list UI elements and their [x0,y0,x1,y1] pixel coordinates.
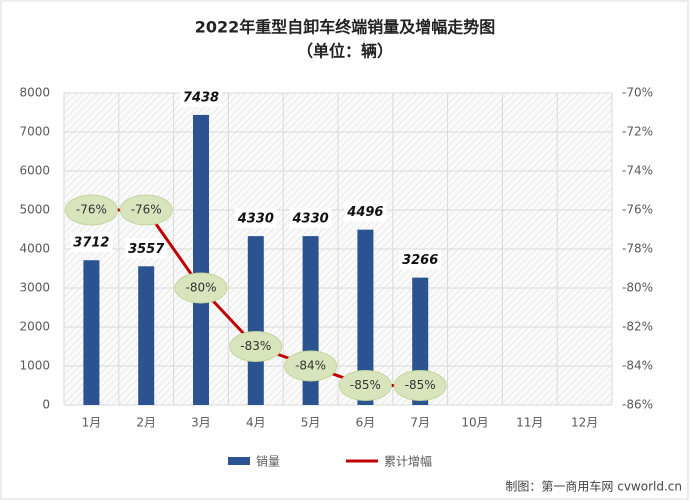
line-label: -85% [405,378,436,392]
chart-title: 2022年重型自卸车终端销量及增幅走势图 [195,18,496,37]
label-bubble [174,272,228,304]
bar-label: 7438 [183,90,219,105]
y-tick-label: 5000 [19,203,50,217]
label-bubble [119,194,173,226]
bar [83,260,100,405]
y2-tick-label: -74% [622,164,653,178]
y-tick-label: 6000 [19,164,50,178]
x-tick-label: 7月 [410,416,430,430]
y-tick-label: 0 [42,398,50,412]
label-bubble [64,194,118,226]
bar-label-box [180,86,222,107]
label-bubble [284,350,338,382]
y-tick-label: 7000 [19,125,50,139]
y2-tick-label: -82% [622,320,653,334]
line-label: -83% [240,339,271,353]
x-tick-label: 4月 [246,416,266,430]
x-tick-label: 2月 [136,416,156,430]
bar-label: 4330 [292,212,329,227]
bar-label: 3557 [128,242,165,257]
line-label: -85% [350,378,381,392]
bar-label-box [125,238,168,259]
y2-tick-label: -84% [622,359,653,373]
bar-label-box [234,208,277,229]
y-tick-label: 4000 [19,242,50,256]
bar [138,266,155,405]
legend-label: 累计增幅 [384,454,432,469]
x-tick-label: 6月 [356,416,376,430]
y-tick-label: 3000 [19,281,50,295]
legend-swatch [228,457,250,465]
label-bubble [229,331,283,362]
x-tick-label: 3月 [191,416,211,430]
x-tick-label: 12月 [571,416,598,430]
label-bubble [393,370,447,401]
legend-label: 销量 [256,455,280,469]
bar-label-box [344,201,387,222]
x-tick-label: 10月 [461,416,488,430]
y2-tick-label: -86% [622,398,653,412]
bar [247,236,264,405]
chart-subtitle: （单位：辆） [297,42,393,61]
x-tick-label: 1月 [82,416,102,430]
y-tick-label: 8000 [19,86,50,100]
y-tick-label: 1000 [19,359,50,373]
bar-label-box [289,208,332,229]
bar [193,114,209,405]
x-tick-label: 5月 [301,416,321,430]
x-tick-label: 11月 [516,416,543,430]
y-tick-label: 2000 [19,320,50,334]
bar-label: 3266 [402,253,438,268]
bar-label-box [399,249,442,270]
source-note: 制图：第一商用车网 cvworld.cn [505,479,682,494]
y2-tick-label: -80% [622,281,653,295]
line-label: -84% [295,359,326,373]
y2-tick-label: -70% [622,86,653,100]
y2-tick-label: -76% [622,203,653,217]
label-bubble [338,370,392,401]
bar-label: 3712 [73,236,109,251]
line-label: -80% [185,281,216,295]
y2-tick-label: -78% [622,242,653,256]
bar [357,229,374,405]
bar-label-box [70,232,113,253]
bar-label: 4496 [346,205,383,220]
line-label: -76% [76,203,107,217]
y2-tick-label: -72% [622,125,653,139]
line-label: -76% [131,203,162,217]
bar-label: 4330 [237,212,274,227]
